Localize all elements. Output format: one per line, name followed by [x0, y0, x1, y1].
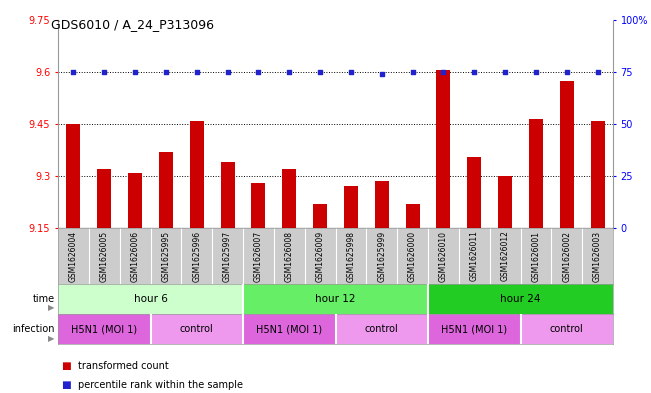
Point: [500, 69, 510, 75]
Bar: [159, 152, 173, 228]
Text: GSM1625996: GSM1625996: [192, 230, 201, 281]
Point: [191, 69, 202, 75]
Bar: [428, 284, 613, 314]
Point: [376, 71, 387, 77]
Bar: [283, 169, 296, 228]
Point: [408, 69, 418, 75]
Text: ■: ■: [61, 361, 71, 371]
Text: GSM1626011: GSM1626011: [470, 231, 478, 281]
Bar: [560, 81, 574, 228]
Bar: [498, 176, 512, 228]
Bar: [529, 119, 543, 228]
Point: [161, 69, 171, 75]
Text: GSM1626000: GSM1626000: [408, 230, 417, 281]
Point: [253, 69, 264, 75]
Bar: [521, 314, 613, 344]
Text: GSM1626001: GSM1626001: [531, 231, 540, 281]
Text: ■: ■: [61, 380, 71, 390]
Bar: [406, 204, 419, 228]
Point: [130, 69, 141, 75]
Text: GSM1626002: GSM1626002: [562, 231, 571, 281]
Text: GSM1625998: GSM1625998: [346, 231, 355, 281]
Point: [284, 69, 294, 75]
Bar: [243, 314, 335, 344]
Text: GSM1626010: GSM1626010: [439, 231, 448, 281]
Bar: [97, 169, 111, 228]
Text: infection: infection: [12, 324, 55, 334]
Text: transformed count: transformed count: [77, 361, 168, 371]
Bar: [221, 162, 234, 228]
Bar: [66, 124, 80, 228]
Point: [531, 69, 541, 75]
Text: GDS6010 / A_24_P313096: GDS6010 / A_24_P313096: [51, 18, 214, 31]
Bar: [590, 121, 605, 228]
Point: [438, 69, 449, 75]
Text: ▶: ▶: [48, 334, 55, 343]
Text: GSM1626012: GSM1626012: [501, 231, 510, 281]
Bar: [58, 284, 243, 314]
Text: control: control: [365, 324, 398, 334]
Text: hour 6: hour 6: [133, 294, 167, 304]
Bar: [243, 284, 428, 314]
Point: [592, 69, 603, 75]
Text: GSM1626007: GSM1626007: [254, 230, 263, 281]
Bar: [128, 173, 142, 228]
Text: H5N1 (MOI 1): H5N1 (MOI 1): [441, 324, 507, 334]
Text: hour 12: hour 12: [315, 294, 355, 304]
Text: GSM1626003: GSM1626003: [593, 230, 602, 281]
Bar: [150, 314, 243, 344]
Bar: [313, 204, 327, 228]
Bar: [436, 70, 450, 228]
Point: [223, 69, 233, 75]
Bar: [467, 157, 481, 228]
Text: control: control: [550, 324, 584, 334]
Bar: [375, 181, 389, 228]
Text: hour 24: hour 24: [500, 294, 541, 304]
Text: GSM1626009: GSM1626009: [316, 230, 325, 281]
Point: [346, 69, 356, 75]
Text: GSM1626005: GSM1626005: [100, 230, 109, 281]
Bar: [251, 183, 266, 228]
Text: GSM1626004: GSM1626004: [69, 230, 78, 281]
Bar: [190, 121, 204, 228]
Text: GSM1626006: GSM1626006: [131, 230, 139, 281]
Text: GSM1626008: GSM1626008: [284, 231, 294, 281]
Text: ▶: ▶: [48, 303, 55, 312]
Text: GSM1625999: GSM1625999: [377, 230, 386, 281]
Text: time: time: [33, 294, 55, 304]
Bar: [428, 314, 521, 344]
Bar: [335, 314, 428, 344]
Point: [562, 69, 572, 75]
Point: [68, 69, 79, 75]
Bar: [58, 314, 150, 344]
Text: GSM1625995: GSM1625995: [161, 230, 171, 281]
Text: GSM1625997: GSM1625997: [223, 230, 232, 281]
Text: percentile rank within the sample: percentile rank within the sample: [77, 380, 243, 390]
Bar: [344, 186, 358, 228]
Point: [99, 69, 109, 75]
Point: [315, 69, 326, 75]
Point: [469, 69, 479, 75]
Text: control: control: [180, 324, 214, 334]
Text: H5N1 (MOI 1): H5N1 (MOI 1): [71, 324, 137, 334]
Text: H5N1 (MOI 1): H5N1 (MOI 1): [256, 324, 322, 334]
